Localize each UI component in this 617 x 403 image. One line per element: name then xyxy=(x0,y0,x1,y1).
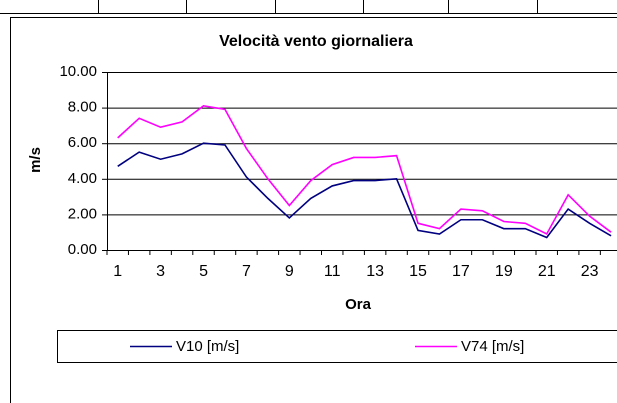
y-tick-label: 2.00 xyxy=(68,205,97,222)
series-line xyxy=(117,104,612,236)
x-tick-label: 5 xyxy=(199,263,208,280)
legend-label: V10 [m/s] xyxy=(176,338,239,355)
x-tick-label: 9 xyxy=(285,263,294,280)
x-tick-label: 1 xyxy=(113,263,122,280)
series-line xyxy=(117,142,612,239)
y-tick-label: 4.00 xyxy=(68,170,97,187)
x-tick-label: 21 xyxy=(538,263,556,280)
y-tick-label: 6.00 xyxy=(68,134,97,151)
x-tick-label: 15 xyxy=(409,263,427,280)
chart-title: Velocità vento giornaliera xyxy=(219,33,413,50)
x-tick-label: 19 xyxy=(495,263,513,280)
x-tick-label: 3 xyxy=(156,263,165,280)
y-axis-title: m/s xyxy=(27,147,44,173)
x-tick-label: 13 xyxy=(366,263,384,280)
x-tick-label: 11 xyxy=(324,263,341,280)
legend-label: V74 [m/s] xyxy=(461,338,524,355)
y-tick-label: 0.00 xyxy=(68,241,97,258)
sheet-grid xyxy=(0,0,617,14)
x-tick-label: 7 xyxy=(242,263,251,280)
y-tick-label: 10.00 xyxy=(59,63,97,80)
x-tick-label: 23 xyxy=(581,263,599,280)
x-tick-label: 17 xyxy=(452,263,470,280)
y-tick-label: 8.00 xyxy=(68,99,97,116)
x-axis-title: Ora xyxy=(345,296,372,313)
